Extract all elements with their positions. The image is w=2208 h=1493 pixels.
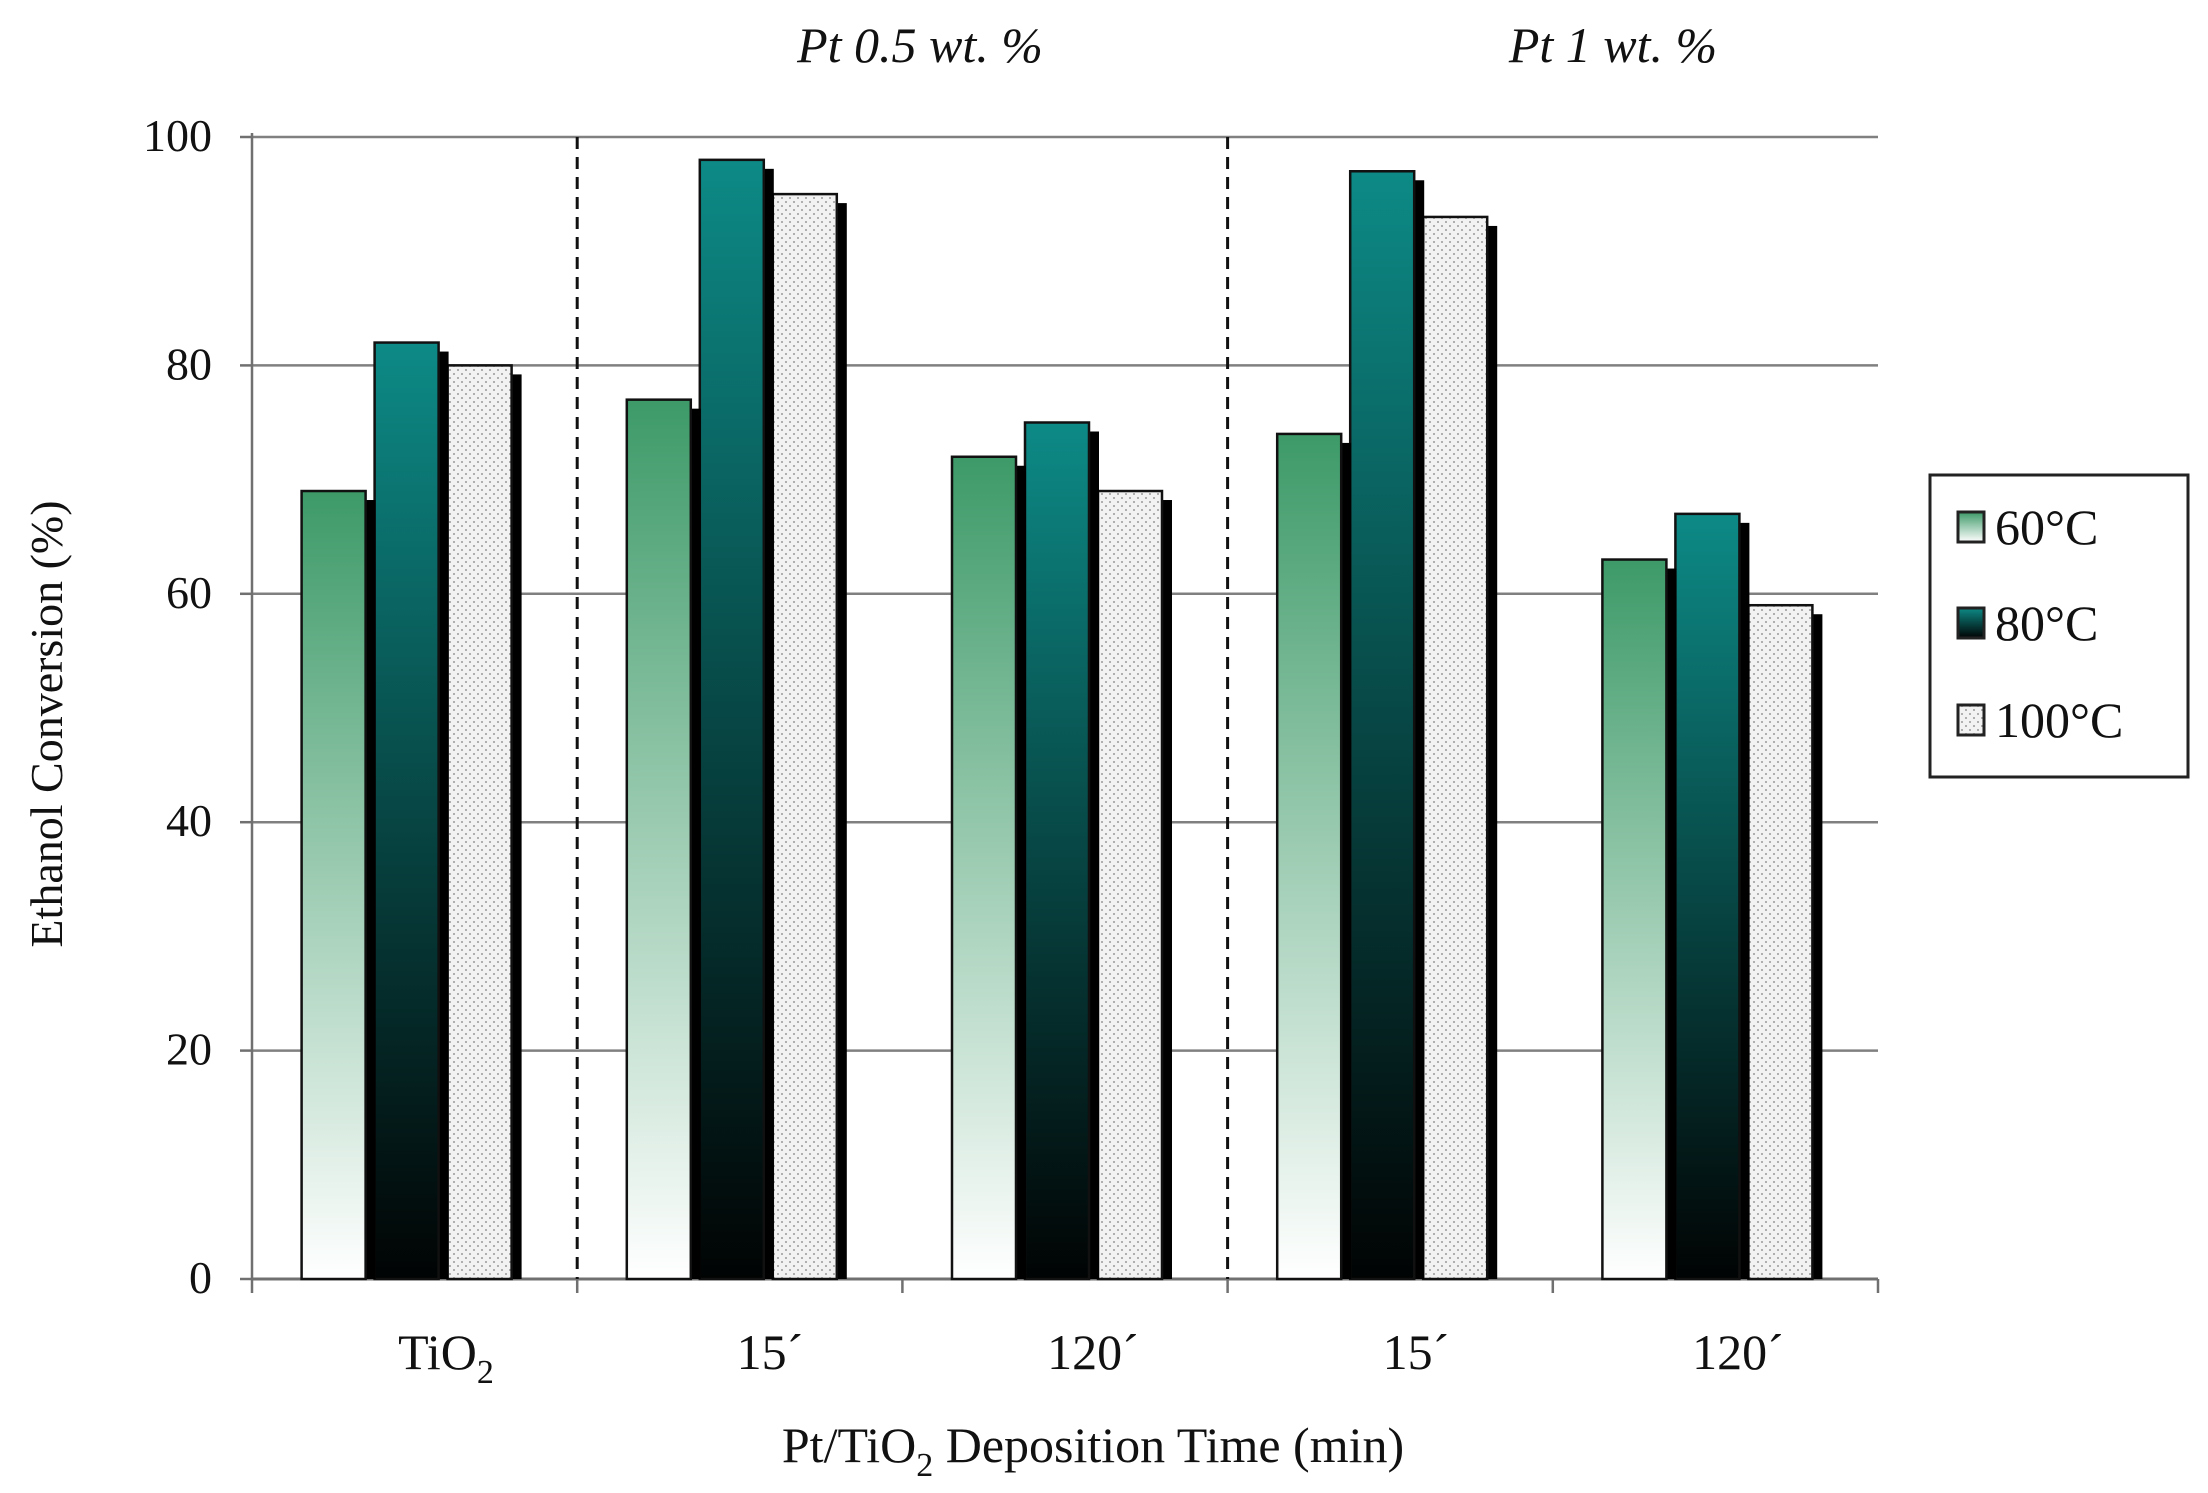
x-tick-label-4: 120´ <box>1692 1324 1784 1380</box>
bar-60-cat0 <box>300 489 367 1281</box>
bar-80-cat1 <box>698 158 766 1281</box>
y-tick-label-80: 80 <box>166 338 212 389</box>
x-tick-label-1: 15´ <box>737 1324 804 1380</box>
x-axis-title: Pt/TiO2 Deposition Time (min) <box>782 1417 1404 1484</box>
y-tick-label-100: 100 <box>143 110 212 161</box>
y-axis-title: Ethanol Conversion (%) <box>21 500 72 947</box>
bar-100-cat3 <box>1421 215 1489 1281</box>
legend-label-100: 100°C <box>1995 692 2123 748</box>
group-label-pt-1: Pt 1 wt. % <box>1508 17 1717 73</box>
y-tick-label-0: 0 <box>189 1252 212 1303</box>
legend-swatch-80 <box>1956 606 1986 640</box>
group-label-pt-0-5: Pt 0.5 wt. % <box>796 17 1043 73</box>
bar-80-cat4 <box>1674 512 1741 1281</box>
bar-100-cat2 <box>1096 489 1164 1281</box>
bar-60-cat3 <box>1275 432 1343 1281</box>
x-axis <box>250 1277 1880 1293</box>
group-dividers <box>575 137 1230 1279</box>
bar-80-cat3 <box>1348 170 1416 1281</box>
bar-60-cat2 <box>950 455 1018 1281</box>
bar-100-cat4 <box>1747 603 1814 1281</box>
bar-60-cat4 <box>1601 558 1668 1281</box>
y-tick-label-60: 60 <box>166 567 212 618</box>
bar-80-cat2 <box>1023 421 1091 1281</box>
x-tick-label-0: TiO2 <box>398 1324 494 1391</box>
legend-label-60: 60°C <box>1995 499 2098 555</box>
bars <box>300 158 1823 1281</box>
bar-60-cat1 <box>625 398 693 1281</box>
y-tick-label-40: 40 <box>166 795 212 846</box>
bar-80-cat0 <box>373 341 440 1281</box>
bar-100-cat0 <box>446 364 513 1281</box>
x-tick-label-3: 15´ <box>1383 1324 1450 1380</box>
x-tick-label-2: 120´ <box>1047 1324 1139 1380</box>
bar-100-cat1 <box>771 192 839 1281</box>
y-tick-label-20: 20 <box>166 1024 212 1075</box>
legend-swatch-100 <box>1956 703 1986 737</box>
category-labels: TiO2 15´ 120´ 15´ 120´ <box>398 1324 1784 1391</box>
legend-swatch-60 <box>1956 510 1986 544</box>
legend-label-80: 80°C <box>1995 595 2098 651</box>
y-axis: 0 20 40 60 80 100 <box>143 110 254 1303</box>
legend: 60°C 80°C 100°C <box>1928 473 2190 779</box>
